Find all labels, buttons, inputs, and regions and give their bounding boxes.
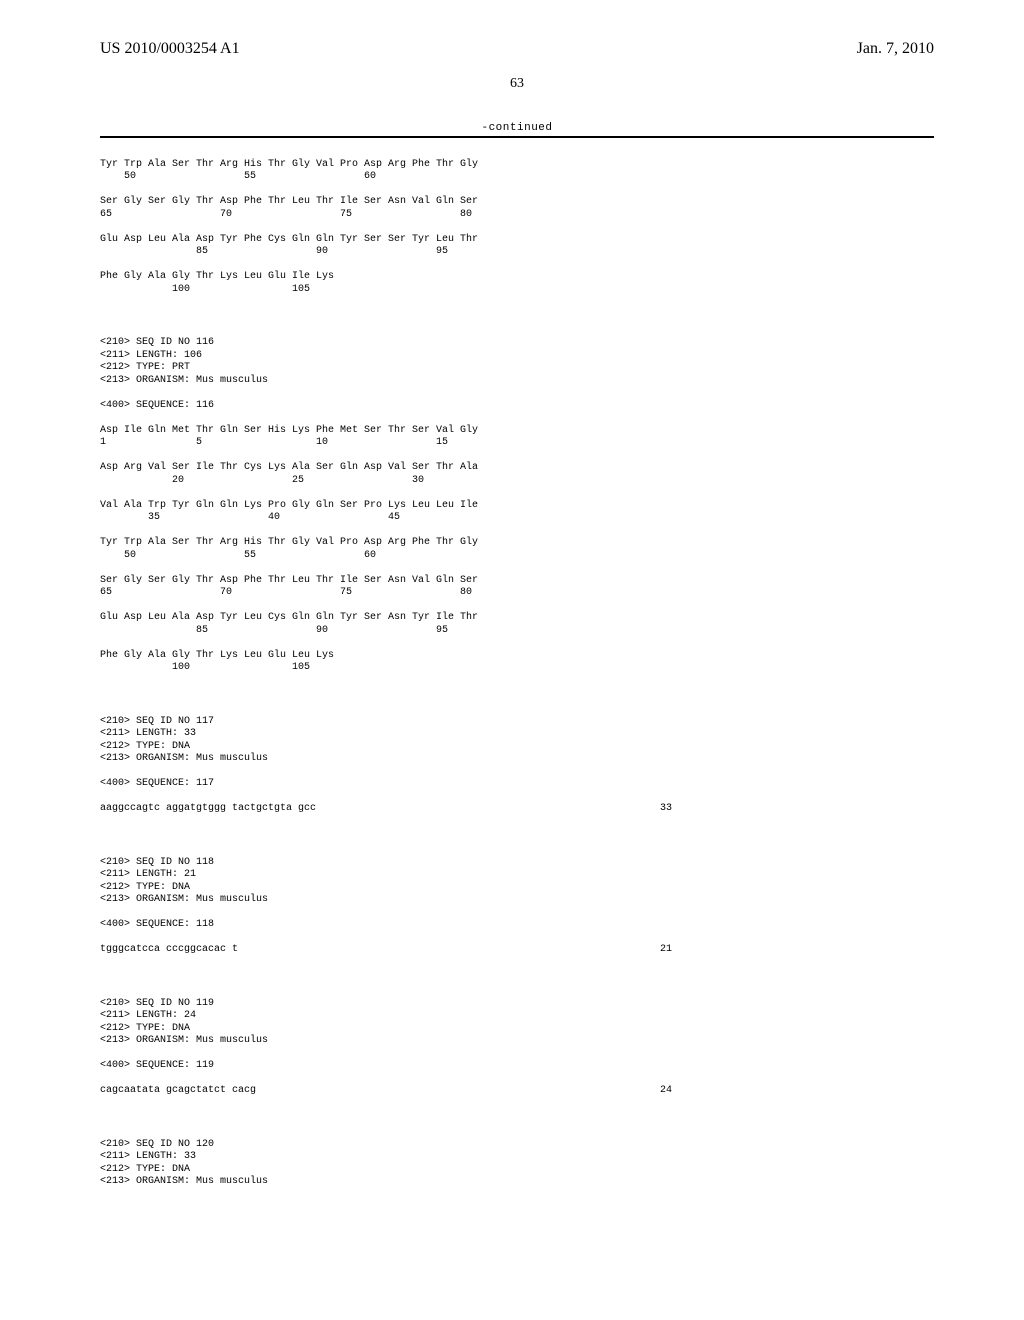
seq-header-line: <213> ORGANISM: Mus musculus bbox=[100, 1176, 268, 1187]
aa-nums: 85 90 95 bbox=[100, 625, 448, 636]
aa-row: Glu Asp Leu Ala Asp Tyr Phe Cys Gln Gln … bbox=[100, 234, 478, 245]
aa-nums: 85 90 95 bbox=[100, 246, 448, 257]
seq-header-line: <210> SEQ ID NO 119 bbox=[100, 998, 214, 1009]
aa-row: Val Ala Trp Tyr Gln Gln Lys Pro Gly Gln … bbox=[100, 500, 478, 511]
sequence-listing: Tyr Trp Ala Ser Thr Arg His Thr Gly Val … bbox=[100, 136, 934, 1189]
seq-header-line: <212> TYPE: DNA bbox=[100, 1164, 190, 1175]
aa-nums: 1 5 10 15 bbox=[100, 437, 448, 448]
page-header: US 2010/0003254 A1 Jan. 7, 2010 bbox=[100, 40, 934, 58]
seq-header-line: <212> TYPE: PRT bbox=[100, 362, 190, 373]
dna-line: cagcaatata gcagctatct cacg24 bbox=[100, 1085, 256, 1096]
seq115-tail: Tyr Trp Ala Ser Thr Arg His Thr Gly Val … bbox=[100, 159, 934, 297]
aa-row: Glu Asp Leu Ala Asp Tyr Leu Cys Gln Gln … bbox=[100, 612, 478, 623]
aa-row: Phe Gly Ala Gly Thr Lys Leu Glu Leu Lys bbox=[100, 650, 334, 661]
aa-nums: 20 25 30 bbox=[100, 475, 424, 486]
aa-row: Ser Gly Ser Gly Thr Asp Phe Thr Leu Thr … bbox=[100, 196, 478, 207]
publication-date: Jan. 7, 2010 bbox=[857, 40, 934, 58]
aa-nums: 65 70 75 80 bbox=[100, 587, 472, 598]
aa-row: Ser Gly Ser Gly Thr Asp Phe Thr Leu Thr … bbox=[100, 575, 478, 586]
seq-header-line: <212> TYPE: DNA bbox=[100, 1023, 190, 1034]
dna-sequence: cagcaatata gcagctatct cacg bbox=[100, 1085, 256, 1096]
seq-header-line: <211> LENGTH: 33 bbox=[100, 728, 196, 739]
aa-nums: 65 70 75 80 bbox=[100, 209, 472, 220]
aa-nums: 50 55 60 bbox=[100, 550, 376, 561]
aa-row: Phe Gly Ala Gly Thr Lys Leu Glu Ile Lys bbox=[100, 271, 334, 282]
publication-number: US 2010/0003254 A1 bbox=[100, 40, 240, 58]
aa-nums: 100 105 bbox=[100, 284, 310, 295]
seq-header-line: <210> SEQ ID NO 120 bbox=[100, 1139, 214, 1150]
seq-header-line: <212> TYPE: DNA bbox=[100, 741, 190, 752]
seq-header-line: <213> ORGANISM: Mus musculus bbox=[100, 894, 268, 905]
seq118-block: <210> SEQ ID NO 118 <211> LENGTH: 21 <21… bbox=[100, 857, 934, 957]
seq-header-line: <211> LENGTH: 106 bbox=[100, 350, 202, 361]
aa-nums: 50 55 60 bbox=[100, 171, 376, 182]
patent-page: US 2010/0003254 A1 Jan. 7, 2010 63 -cont… bbox=[0, 0, 1024, 1320]
aa-nums: 100 105 bbox=[100, 662, 310, 673]
seq116-header: <210> SEQ ID NO 116 <211> LENGTH: 106 <2… bbox=[100, 337, 934, 675]
seq-header-line: <210> SEQ ID NO 118 bbox=[100, 857, 214, 868]
page-number: 63 bbox=[100, 76, 934, 92]
aa-nums: 35 40 45 bbox=[100, 512, 400, 523]
seq117-block: <210> SEQ ID NO 117 <211> LENGTH: 33 <21… bbox=[100, 716, 934, 816]
seq-label: <400> SEQUENCE: 117 bbox=[100, 778, 214, 789]
aa-row: Asp Ile Gln Met Thr Gln Ser His Lys Phe … bbox=[100, 425, 478, 436]
seq-label: <400> SEQUENCE: 118 bbox=[100, 919, 214, 930]
aa-row: Tyr Trp Ala Ser Thr Arg His Thr Gly Val … bbox=[100, 537, 478, 548]
aa-row: Asp Arg Val Ser Ile Thr Cys Lys Ala Ser … bbox=[100, 462, 478, 473]
seq-header-line: <213> ORGANISM: Mus musculus bbox=[100, 375, 268, 386]
dna-line: tgggcatcca cccggcacac t21 bbox=[100, 944, 238, 955]
aa-row: Tyr Trp Ala Ser Thr Arg His Thr Gly Val … bbox=[100, 159, 478, 170]
seq-header-line: <211> LENGTH: 33 bbox=[100, 1151, 196, 1162]
seq119-block: <210> SEQ ID NO 119 <211> LENGTH: 24 <21… bbox=[100, 998, 934, 1098]
seq-header-line: <211> LENGTH: 24 bbox=[100, 1010, 196, 1021]
dna-count: 24 bbox=[660, 1085, 672, 1098]
seq120-header: <210> SEQ ID NO 120 <211> LENGTH: 33 <21… bbox=[100, 1139, 934, 1189]
dna-line: aaggccagtc aggatgtggg tactgctgta gcc33 bbox=[100, 803, 316, 814]
seq-label: <400> SEQUENCE: 116 bbox=[100, 400, 214, 411]
seq-header-line: <210> SEQ ID NO 116 bbox=[100, 337, 214, 348]
seq-label: <400> SEQUENCE: 119 bbox=[100, 1060, 214, 1071]
continued-label: -continued bbox=[100, 122, 934, 134]
dna-sequence: aaggccagtc aggatgtggg tactgctgta gcc bbox=[100, 803, 316, 814]
seq-header-line: <211> LENGTH: 21 bbox=[100, 869, 196, 880]
dna-sequence: tgggcatcca cccggcacac t bbox=[100, 944, 238, 955]
seq-header-line: <213> ORGANISM: Mus musculus bbox=[100, 753, 268, 764]
seq-header-line: <212> TYPE: DNA bbox=[100, 882, 190, 893]
dna-count: 21 bbox=[660, 944, 672, 957]
seq-header-line: <213> ORGANISM: Mus musculus bbox=[100, 1035, 268, 1046]
dna-count: 33 bbox=[660, 803, 672, 816]
seq-header-line: <210> SEQ ID NO 117 bbox=[100, 716, 214, 727]
